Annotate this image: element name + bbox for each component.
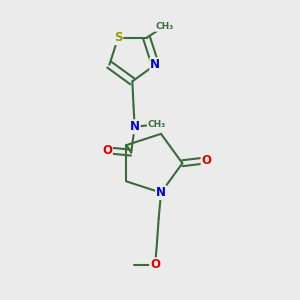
Text: N: N [150, 58, 160, 71]
Text: S: S [114, 31, 122, 44]
Text: CH₃: CH₃ [148, 120, 166, 129]
Text: N: N [130, 120, 140, 133]
Text: O: O [150, 258, 160, 271]
Text: O: O [202, 154, 212, 167]
Text: CH₃: CH₃ [155, 22, 173, 31]
Text: N: N [156, 186, 166, 199]
Text: O: O [102, 144, 112, 157]
